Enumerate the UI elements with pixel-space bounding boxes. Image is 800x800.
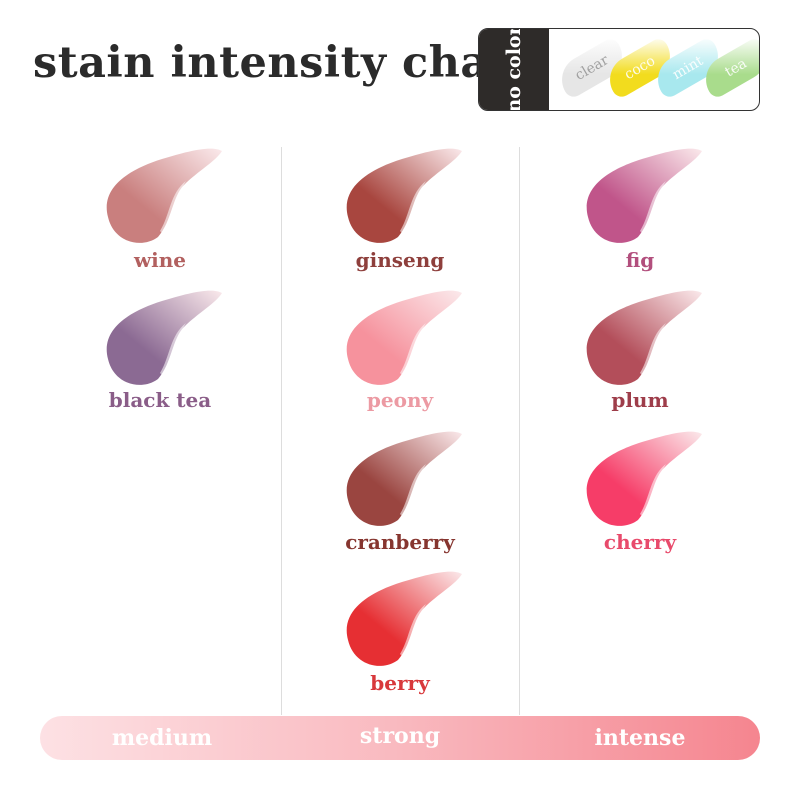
no-color-legend: no color clear coco mint tea	[478, 28, 760, 111]
level-strong: strong	[359, 723, 441, 749]
legend-swatch-label: clear	[572, 52, 612, 84]
level-medium: medium	[111, 725, 213, 751]
swatch-wine	[100, 145, 224, 249]
swatch-peony	[340, 287, 464, 391]
intensity-scale-bar: medium strong intense	[40, 716, 760, 760]
no-color-label: no color	[503, 28, 525, 111]
no-color-label-box: no color	[479, 29, 549, 110]
shade-label: plum	[611, 388, 669, 412]
swatch-cranberry	[340, 428, 464, 532]
shade-label: ginseng	[355, 248, 445, 272]
legend-swatch-label: tea	[722, 55, 750, 81]
shade-label: black tea	[108, 388, 212, 412]
shade-label: peony	[366, 388, 434, 412]
shade-label: wine	[133, 248, 187, 272]
page-title: stain intensity chart	[33, 38, 533, 88]
swatch-plum	[580, 287, 704, 391]
level-intense: intense	[594, 725, 686, 751]
swatch-fig	[580, 145, 704, 249]
shade-label: cherry	[603, 530, 677, 554]
swatch-berry	[340, 568, 464, 672]
shade-label: cranberry	[345, 530, 455, 554]
column-divider	[281, 147, 282, 715]
column-divider	[519, 147, 520, 715]
swatch-black-tea	[100, 287, 224, 391]
swatch-cherry	[580, 428, 704, 532]
legend-swatch-label: coco	[621, 52, 659, 84]
legend-swatch-label: mint	[669, 52, 707, 84]
shade-label: berry	[370, 671, 430, 695]
swatch-ginseng	[340, 145, 464, 249]
shade-label: fig	[625, 248, 655, 272]
